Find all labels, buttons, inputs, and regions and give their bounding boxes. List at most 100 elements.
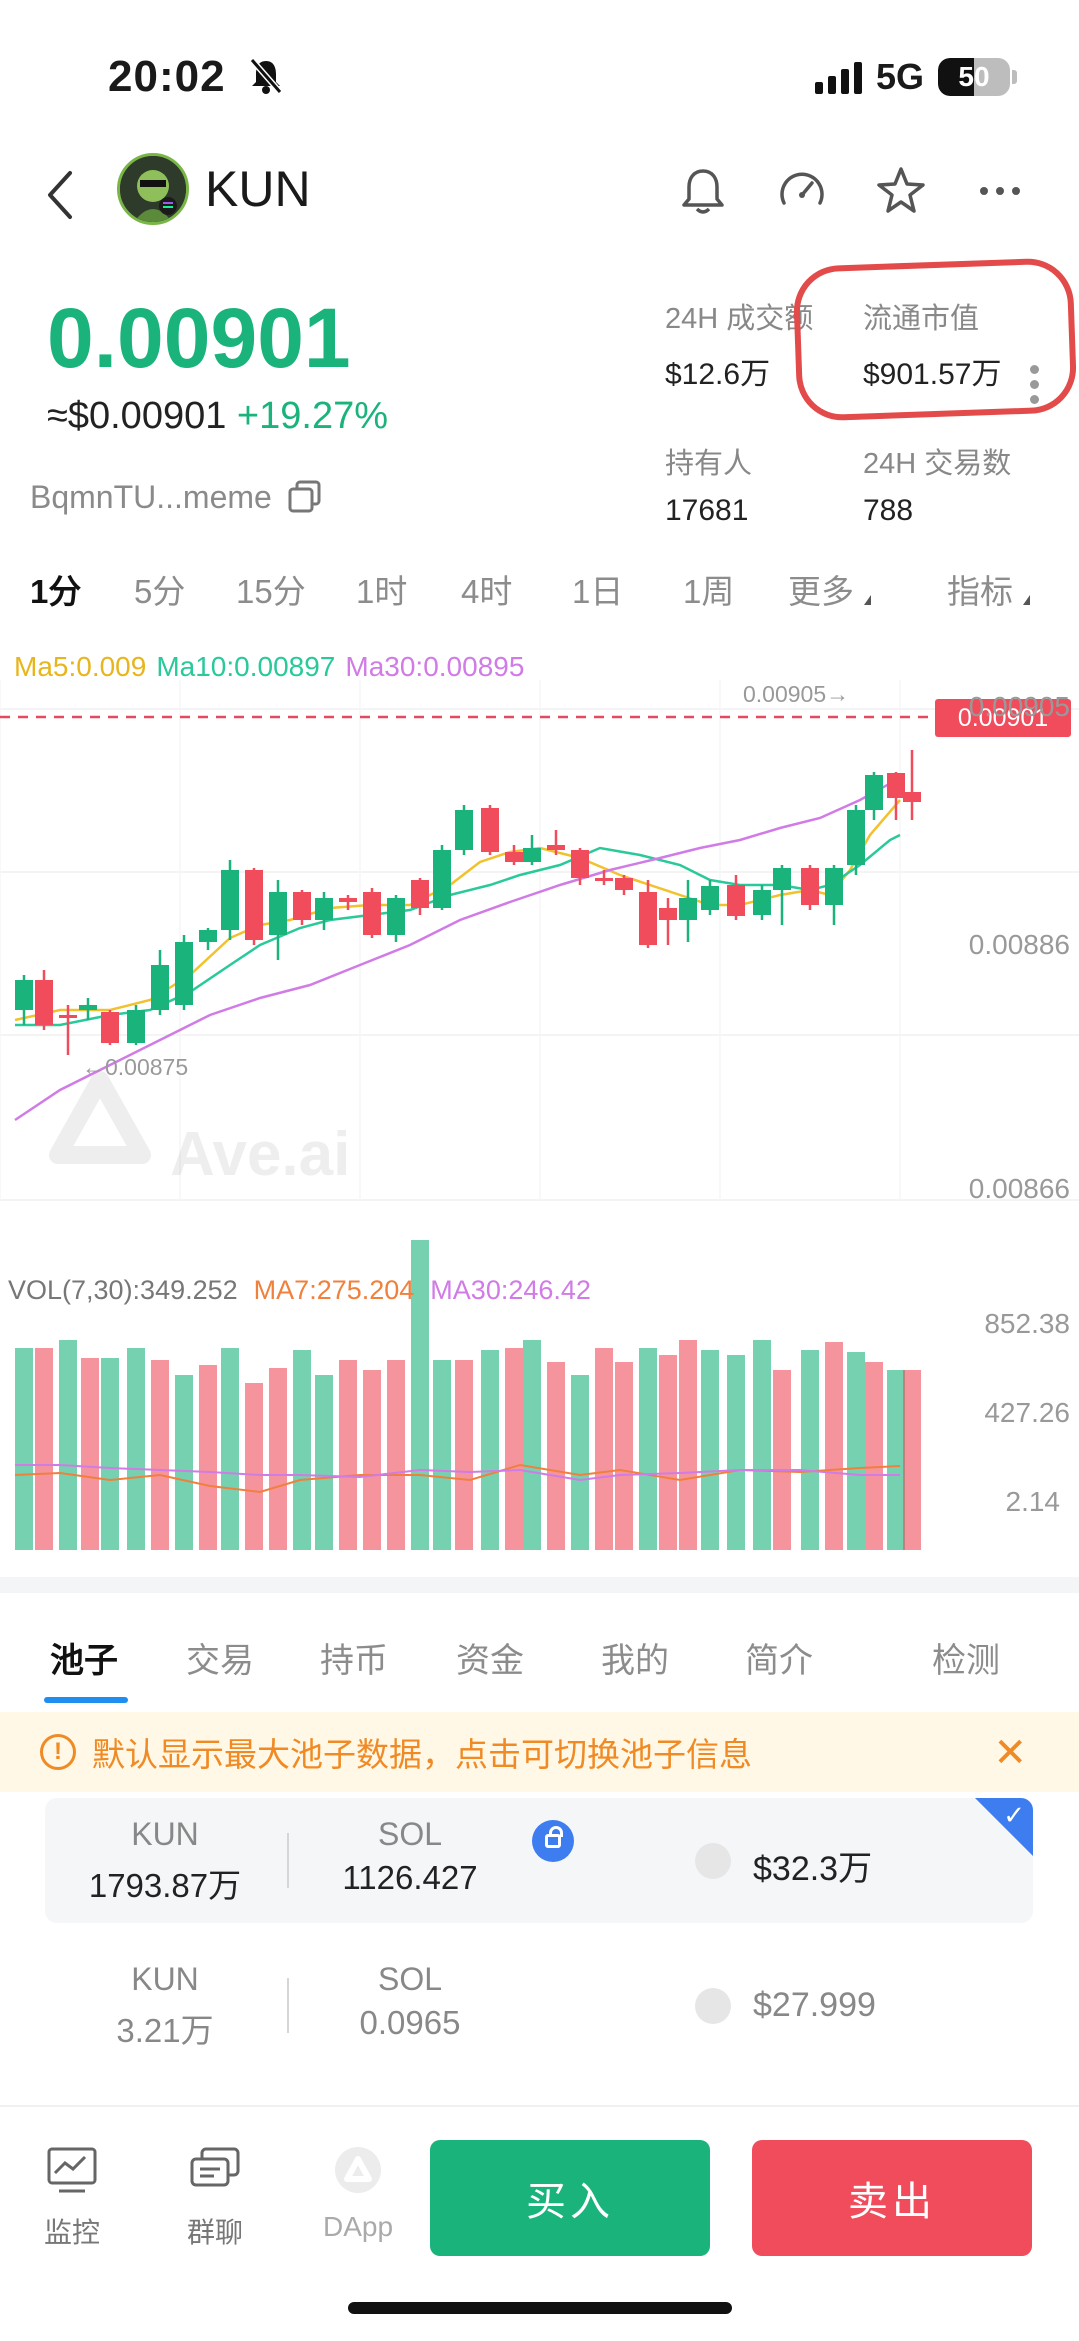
pool-token-a-amount: 3.21万 <box>116 2012 214 2049</box>
volume-bar <box>523 1340 541 1550</box>
volume-bar <box>433 1360 451 1550</box>
interval-tabs: 1分 5分 15分 1时 4时 1日 1周 更多 指标 <box>0 565 1079 615</box>
network-label: 5G <box>875 56 924 97</box>
bell-icon[interactable] <box>675 163 731 219</box>
buy-button[interactable]: 买入 <box>430 2140 710 2256</box>
back-icon[interactable] <box>40 165 80 225</box>
volume-bar <box>801 1350 819 1550</box>
candle-body <box>315 898 333 920</box>
coin-title: KUN <box>205 161 311 217</box>
nav-group-chat[interactable]: 群聊 <box>165 2145 265 2251</box>
volume-bar <box>387 1360 405 1550</box>
volume-bar <box>481 1350 499 1550</box>
stat-mcap-label: 流通市值 <box>863 303 980 335</box>
pool-separator <box>287 1978 289 2033</box>
stat-mcap: 流通市值 $901.57万 <box>863 295 1001 393</box>
volume-axis-label: 2.14 <box>1006 1486 1061 1517</box>
home-indicator <box>348 2302 732 2314</box>
copy-icon[interactable] <box>286 478 324 516</box>
tab-funds[interactable]: 资金 <box>456 1642 524 1680</box>
candle-body <box>481 808 499 852</box>
tab-intro[interactable]: 简介 <box>745 1642 813 1680</box>
volume-bar <box>547 1362 565 1550</box>
pool-token-b-name: SOL <box>377 1816 443 1852</box>
pool-token-b-name: SOL <box>377 1961 443 1997</box>
nav-monitor-label: 监控 <box>43 2217 100 2248</box>
chat-icon <box>188 2145 242 2195</box>
price-axis-label: 0.00886 <box>969 929 1070 960</box>
stat-holders: 持有人 17681 <box>665 440 752 528</box>
price-chart[interactable]: Ave.ai 0.00901 0.00905→ ←0.00875 0.00905… <box>0 680 1079 1580</box>
nav-monitor[interactable]: 监控 <box>22 2145 122 2251</box>
pool-row[interactable]: KUN 3.21万 SOL 0.0965 $27.999 <box>45 1943 1033 2068</box>
chart-grid <box>0 680 1079 1201</box>
volume-bar <box>101 1358 119 1550</box>
candle-body <box>701 886 719 910</box>
volume-axis-label: 852.38 <box>984 1308 1070 1339</box>
tab-check[interactable]: 检测 <box>932 1642 1000 1680</box>
selected-corner <box>975 1798 1033 1856</box>
battery-level: 50 <box>958 61 990 92</box>
dex-icon <box>695 1988 731 2024</box>
tab-1m[interactable]: 1分 <box>30 573 82 610</box>
ma10-label: Ma10:0.00897 <box>156 651 336 682</box>
volume-bar <box>455 1360 473 1550</box>
more-vertical-icon[interactable] <box>1030 365 1042 405</box>
volume-bar <box>615 1362 633 1550</box>
signal-icon <box>814 60 862 94</box>
tab-indicators-label: 指标 <box>947 573 1013 610</box>
pool-row-selected[interactable]: KUN 1793.87万 SOL 1126.427 $32.3万 ✓ <box>45 1798 1033 1923</box>
tab-holders[interactable]: 持币 <box>320 1642 388 1680</box>
current-price: 0.00901 <box>47 291 351 385</box>
candle-body <box>825 868 843 905</box>
notice-bar: ! 默认显示最大池子数据，点击可切换池子信息 ✕ <box>0 1712 1079 1792</box>
nav-dapp-label: DApp <box>322 2211 394 2242</box>
tab-15m[interactable]: 15分 <box>236 573 306 610</box>
token-avatar <box>117 153 189 225</box>
tab-1h[interactable]: 1时 <box>356 573 408 610</box>
close-icon[interactable]: ✕ <box>993 1731 1027 1775</box>
volume-bar <box>727 1355 745 1550</box>
gauge-icon[interactable] <box>774 163 830 219</box>
nav-dapp[interactable]: DApp <box>308 2145 408 2243</box>
sell-button[interactable]: 卖出 <box>752 2140 1032 2256</box>
contract-address[interactable]: BqmnTU...meme <box>30 478 324 516</box>
tab-more[interactable]: 更多 <box>788 565 871 613</box>
volume-bar <box>753 1340 771 1550</box>
current-price-tag <box>935 699 1071 737</box>
tab-1d[interactable]: 1日 <box>572 573 624 610</box>
ma-legend: Ma5:0.009 Ma10:0.00897 Ma30:0.00895 <box>14 651 524 683</box>
volume-bar <box>825 1342 843 1550</box>
watermark-text: Ave.ai <box>170 1120 350 1189</box>
tab-mine[interactable]: 我的 <box>601 1642 669 1680</box>
tab-indicators[interactable]: 指标 <box>947 565 1030 613</box>
tab-1w[interactable]: 1周 <box>683 573 735 610</box>
dapp-icon <box>331 2145 385 2195</box>
pool-token-a-amount: 1793.87万 <box>88 1867 242 1904</box>
high-marker: 0.00905→ <box>743 681 849 707</box>
stat-volume-value: $12.6万 <box>665 358 771 391</box>
star-icon[interactable] <box>873 163 929 219</box>
stat-volume-label: 24H 成交额 <box>665 303 814 335</box>
ma30-label: Ma30:0.00895 <box>345 651 525 682</box>
volume-bar <box>903 1370 921 1550</box>
tab-trades[interactable]: 交易 <box>186 1642 254 1680</box>
candle-body <box>847 810 865 865</box>
more-icon[interactable] <box>972 163 1028 219</box>
tab-pools[interactable]: 池子 <box>50 1642 118 1680</box>
candle-body <box>659 908 677 920</box>
stat-holders-label: 持有人 <box>665 448 753 480</box>
candle-body <box>505 852 523 862</box>
tab-5m[interactable]: 5分 <box>134 573 186 610</box>
mute-icon <box>246 56 286 96</box>
stat-txs-label: 24H 交易数 <box>863 448 1012 480</box>
candles <box>15 750 921 1055</box>
volume-ma-lines <box>14 1463 901 1494</box>
volume-bars <box>15 1240 921 1550</box>
tab-4h[interactable]: 4时 <box>461 573 513 610</box>
candle-body <box>339 898 357 902</box>
ma5-label: Ma5:0.009 <box>14 651 147 682</box>
candle-body <box>245 870 263 940</box>
bottom-separator <box>0 2105 1079 2107</box>
candle-body <box>35 980 53 1025</box>
